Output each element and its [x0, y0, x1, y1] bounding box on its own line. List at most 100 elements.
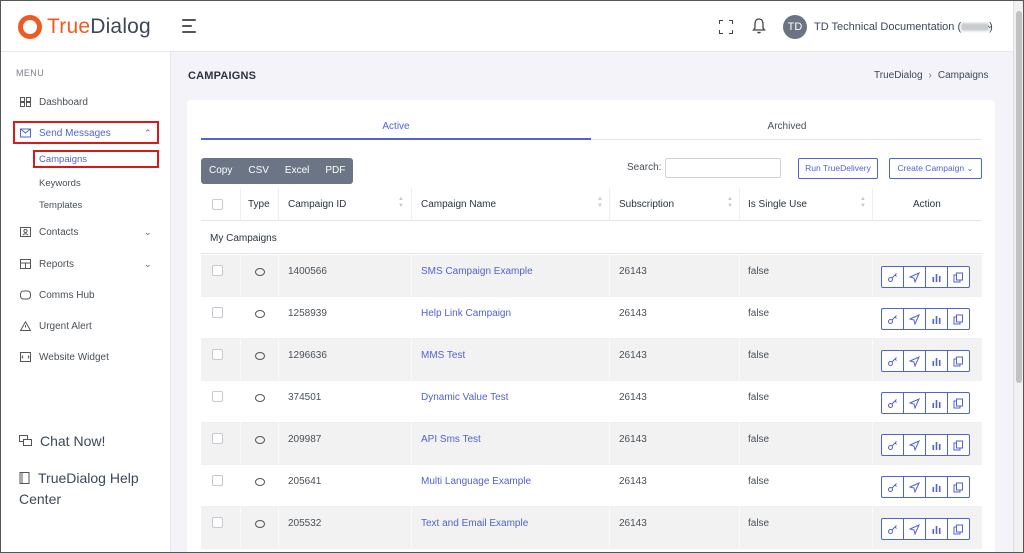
vertical-scrollbar[interactable] [1013, 1, 1023, 552]
send-button[interactable] [903, 518, 926, 540]
run-truedelivery-button[interactable]: Run TrueDelivery [798, 158, 878, 179]
select-all-checkbox[interactable] [212, 199, 223, 210]
sidebar-subitem-keywords[interactable]: Keywords [39, 178, 81, 189]
sidebar-item-website-widget[interactable]: Website Widget [1, 346, 171, 368]
copy-button[interactable] [947, 308, 970, 330]
key-button[interactable] [881, 350, 904, 372]
campaign-name-link[interactable]: Multi Language Example [421, 476, 532, 487]
table-row[interactable]: 205532 Text and Email Example 26143 false [201, 507, 982, 549]
scrollbar-thumb[interactable] [1016, 11, 1022, 383]
key-button[interactable] [881, 266, 904, 288]
send-button[interactable] [903, 434, 926, 456]
copy-button[interactable] [947, 434, 970, 456]
send-button[interactable] [903, 308, 926, 330]
notification-bell-icon[interactable] [751, 17, 767, 35]
row-checkbox[interactable] [212, 265, 223, 276]
campaign-id: 205641 [288, 476, 322, 487]
redacted-text [961, 23, 990, 32]
sidebar-item-comms-hub[interactable]: Comms Hub [1, 284, 171, 306]
stats-icon [931, 398, 942, 409]
table-row[interactable]: 1296636 MMS Test 26143 false [201, 339, 982, 381]
send-button[interactable] [903, 350, 926, 372]
user-name[interactable]: TD Technical Documentation () [814, 21, 993, 33]
key-button[interactable] [881, 518, 904, 540]
column-header-is-single-use[interactable]: Is Single Use ▲ ▼ [748, 196, 866, 210]
sidebar-item-send-messages[interactable]: Send Messages ⌃ [1, 122, 171, 144]
key-button[interactable] [881, 476, 904, 498]
send-button[interactable] [903, 266, 926, 288]
campaign-name-link[interactable]: Dynamic Value Test [421, 392, 509, 403]
stats-button[interactable] [925, 476, 948, 498]
hamburger-menu-icon[interactable] [182, 19, 196, 37]
truedialog-logo[interactable]: TrueDialog [18, 13, 151, 41]
sidebar-subitem-campaigns[interactable]: Campaigns [39, 154, 88, 165]
breadcrumb-home[interactable]: TrueDialog [874, 70, 923, 81]
sidebar-subitem-templates[interactable]: Templates [39, 200, 83, 211]
search-label: Search: [627, 162, 662, 173]
row-checkbox[interactable] [212, 517, 223, 528]
copy-button[interactable]: Copy [209, 165, 233, 176]
tab-archived[interactable]: Archived [767, 121, 807, 132]
logo-text-dialog: Dialog [90, 15, 151, 38]
csv-button[interactable]: CSV [248, 165, 269, 176]
campaign-name-link[interactable]: Help Link Campaign [421, 308, 512, 319]
excel-button[interactable]: Excel [284, 165, 310, 176]
campaign-id: 1296636 [288, 350, 327, 361]
row-checkbox[interactable] [212, 433, 223, 444]
stats-icon [931, 524, 942, 535]
table-row[interactable]: 374501 Dynamic Value Test 26143 false [201, 381, 982, 423]
search-input[interactable] [665, 158, 781, 178]
column-header-campaign-id[interactable]: Campaign ID ▲ ▼ [288, 196, 404, 210]
row-checkbox[interactable] [212, 391, 223, 402]
stats-button[interactable] [925, 266, 948, 288]
book-icon [19, 472, 30, 484]
column-header-campaign-name[interactable]: Campaign Name ▲ ▼ [421, 196, 603, 210]
campaign-name-link[interactable]: Text and Email Example [421, 518, 529, 529]
key-button[interactable] [881, 392, 904, 414]
pdf-button[interactable]: PDF [325, 165, 346, 176]
sort-icon: ▲ ▼ [597, 196, 603, 209]
campaign-name-link[interactable]: API Sms Test [421, 434, 481, 445]
sidebar-item-urgent-alert[interactable]: Urgent Alert [1, 315, 171, 337]
sidebar-item-label: Website Widget [39, 351, 109, 363]
user-avatar[interactable]: TD [783, 15, 807, 39]
stats-button[interactable] [925, 350, 948, 372]
row-checkbox[interactable] [212, 307, 223, 318]
table-row[interactable]: 1258939 Help Link Campaign 26143 false [201, 297, 982, 339]
chat-icon [19, 435, 32, 446]
tab-active[interactable]: Active [382, 121, 410, 132]
copy-button[interactable] [947, 266, 970, 288]
row-checkbox[interactable] [212, 475, 223, 486]
stats-button[interactable] [925, 308, 948, 330]
copy-button[interactable] [947, 476, 970, 498]
sidebar-item-reports[interactable]: Reports ⌄ [1, 253, 171, 275]
sidebar-item-dashboard[interactable]: Dashboard [1, 91, 171, 113]
send-button[interactable] [903, 392, 926, 414]
key-button[interactable] [881, 308, 904, 330]
column-header-subscription[interactable]: Subscription ▲ ▼ [619, 196, 733, 210]
table-row[interactable]: 209987 API Sms Test 26143 false [201, 423, 982, 465]
copy-icon [953, 314, 964, 325]
campaign-name-link[interactable]: SMS Campaign Example [421, 266, 533, 277]
key-button[interactable] [881, 434, 904, 456]
table-row[interactable]: 205641 Multi Language Example 26143 false [201, 465, 982, 507]
fullscreen-icon[interactable] [719, 20, 733, 34]
column-header-type[interactable]: Type [248, 199, 270, 210]
chat-now-link[interactable]: Chat Now! [19, 433, 105, 449]
stats-button[interactable] [925, 434, 948, 456]
send-icon [909, 523, 920, 535]
copy-button[interactable] [947, 518, 970, 540]
key-icon [887, 356, 898, 367]
stats-button[interactable] [925, 518, 948, 540]
campaign-name-link[interactable]: MMS Test [421, 350, 466, 361]
send-button[interactable] [903, 476, 926, 498]
copy-button[interactable] [947, 392, 970, 414]
help-center-link[interactable]: TrueDialog Help Center [19, 470, 139, 507]
copy-button[interactable] [947, 350, 970, 372]
stats-button[interactable] [925, 392, 948, 414]
chevron-down-icon[interactable]: ⌄ [986, 20, 994, 30]
row-checkbox[interactable] [212, 349, 223, 360]
table-row[interactable]: 1400566 SMS Campaign Example 26143 false [201, 255, 982, 297]
create-campaign-button[interactable]: Create Campaign ⌄ [889, 158, 982, 179]
sidebar-item-contacts[interactable]: Contacts ⌄ [1, 221, 171, 243]
